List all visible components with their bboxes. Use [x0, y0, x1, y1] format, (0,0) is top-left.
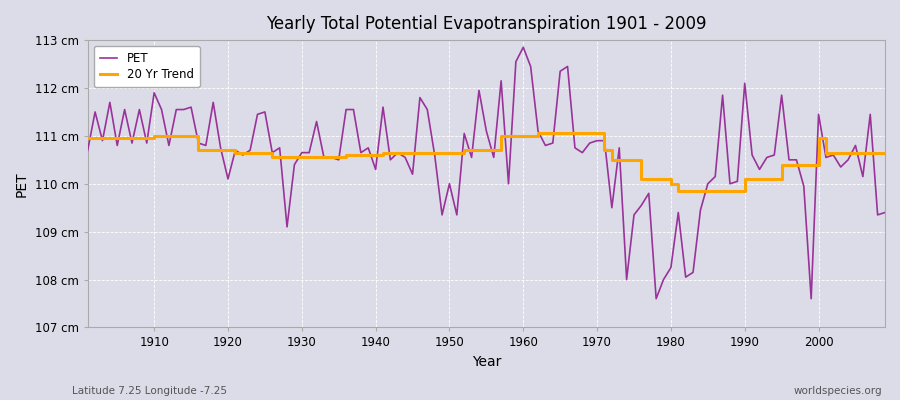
PET — [526, 64, 536, 69]
Line: 20 Yr Trend: 20 Yr Trend — [87, 134, 885, 191]
X-axis label: Year: Year — [472, 355, 501, 369]
PET — [141, 141, 152, 146]
Legend: PET, 20 Yr Trend: PET, 20 Yr Trend — [94, 46, 200, 87]
Y-axis label: PET: PET — [15, 171, 29, 196]
20 Yr Trend — [348, 153, 359, 158]
20 Yr Trend — [510, 134, 521, 138]
20 Yr Trend — [533, 131, 544, 136]
20 Yr Trend — [879, 150, 890, 155]
20 Yr Trend — [82, 136, 93, 141]
PET — [614, 146, 625, 150]
20 Yr Trend — [304, 155, 315, 160]
PET — [82, 148, 93, 153]
PET — [304, 150, 315, 155]
20 Yr Trend — [141, 136, 152, 141]
Title: Yearly Total Potential Evapotranspiration 1901 - 2009: Yearly Total Potential Evapotranspiratio… — [266, 15, 706, 33]
20 Yr Trend — [614, 158, 625, 162]
PET — [510, 59, 521, 64]
Line: PET: PET — [87, 47, 885, 299]
Text: Latitude 7.25 Longitude -7.25: Latitude 7.25 Longitude -7.25 — [72, 386, 227, 396]
PET — [348, 107, 359, 112]
PET — [518, 45, 528, 50]
Text: worldspecies.org: worldspecies.org — [794, 386, 882, 396]
PET — [651, 296, 661, 301]
20 Yr Trend — [673, 188, 684, 193]
20 Yr Trend — [518, 134, 528, 138]
PET — [879, 210, 890, 215]
